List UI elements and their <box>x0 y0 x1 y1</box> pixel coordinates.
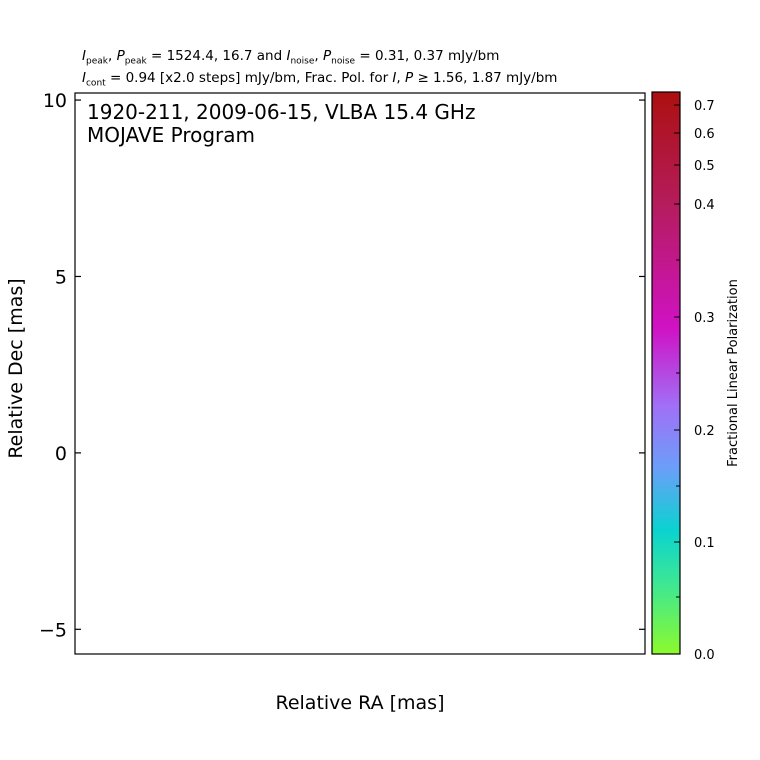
colorbar-tick-label: 0.3 <box>694 311 715 326</box>
colorbar-tick-label: 0.0 <box>694 648 715 663</box>
colorbar-ticks: 0.0 0.1 0.2 0.3 0.4 0.5 0.6 0.7 Fractional Linea… <box>674 99 741 663</box>
y-tick-label: 0 <box>55 443 67 465</box>
y-tick-label: 10 <box>43 90 67 112</box>
colorbar-tick-label: 0.2 <box>694 424 715 439</box>
colorbar-title: Fractional Linear Polarization <box>726 279 741 467</box>
colorbar-tick-label: 0.4 <box>694 198 715 213</box>
header-line-2: Icont = 0.94 [x2.0 steps] mJy/bm, Frac. … <box>82 70 558 89</box>
colorbar <box>651 91 681 655</box>
y-tick-label: 5 <box>55 266 67 288</box>
colorbar-tick-label: 0.6 <box>694 127 715 142</box>
x-axis-title: Relative RA [mas] <box>275 692 444 714</box>
colorbar-tick-label: 0.7 <box>694 99 715 114</box>
plot-frame <box>74 92 646 655</box>
y-tick-label: −5 <box>39 619 67 641</box>
colorbar-tick-label: 0.5 <box>694 159 715 174</box>
y-axis-title: Relative Dec [mas] <box>5 278 27 458</box>
header-line-1: Ipeak, Ppeak = 1524.4, 16.7 and Inoise, … <box>82 48 500 67</box>
plot-title-line2: MOJAVE Program <box>87 123 255 147</box>
plot-title-line1: 1920-211, 2009-06-15, VLBA 15.4 GHz <box>87 100 475 124</box>
colorbar-tick-label: 0.1 <box>694 536 715 551</box>
